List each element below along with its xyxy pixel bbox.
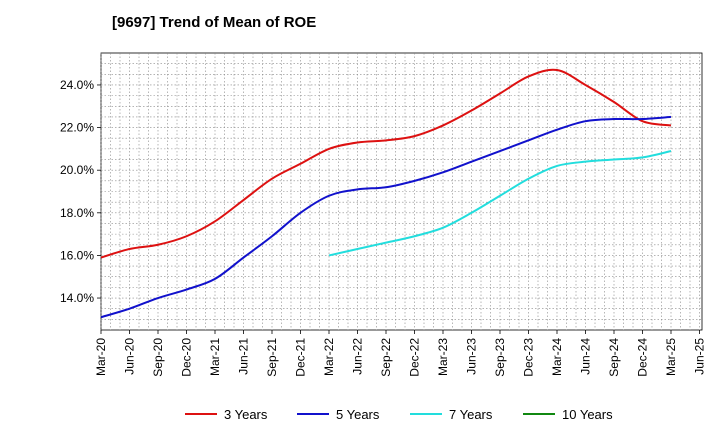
series-lines [100, 68, 672, 319]
x-tick-label: Sep-24 [607, 338, 621, 377]
x-tick-label: Mar-23 [436, 338, 450, 376]
x-tick-label: Jun-21 [237, 338, 251, 375]
y-tick-label: 14.0% [60, 291, 94, 305]
x-tick-label: Sep-20 [151, 338, 165, 377]
y-tick-label: 16.0% [60, 248, 94, 262]
x-axis-ticks: Mar-20 Jun-20 Sep-20 Dec-20 Mar-21 Jun-21 Sep-… [94, 330, 707, 377]
x-tick-label: Mar-22 [322, 338, 336, 376]
series-line-5-years [100, 115, 672, 319]
x-tick-label: Jun-22 [351, 338, 365, 375]
x-tick-label: Dec-21 [294, 338, 308, 377]
x-tick-label: Dec-20 [180, 338, 194, 377]
x-tick-label: Mar-25 [664, 338, 678, 376]
x-tick-label: Sep-21 [265, 338, 279, 377]
x-tick-label: Jun-25 [693, 338, 707, 375]
x-tick-label: Sep-23 [493, 338, 507, 377]
x-tick-label: Mar-21 [208, 338, 222, 376]
grid-lines [100, 53, 702, 330]
x-tick-label: Jun-23 [465, 338, 479, 375]
legend-label: 3 Years [224, 407, 268, 422]
series-line-7-years [328, 150, 672, 257]
legend-label: 7 Years [449, 407, 493, 422]
x-tick-label: Jun-24 [579, 338, 593, 375]
x-tick-label: Jun-20 [123, 338, 137, 375]
x-tick-label: Dec-22 [408, 338, 422, 377]
x-tick-label: Dec-24 [636, 338, 650, 377]
y-tick-label: 24.0% [60, 78, 94, 92]
y-tick-label: 18.0% [60, 206, 94, 220]
y-axis-ticks: 14.0% 16.0% 18.0% 20.0% 22.0% 24.0% [60, 78, 101, 305]
legend-label: 10 Years [562, 407, 613, 422]
chart-title: [9697] Trend of Mean of ROE [112, 14, 317, 31]
y-tick-label: 20.0% [60, 163, 94, 177]
x-tick-label: Dec-23 [522, 338, 536, 377]
x-tick-label: Sep-22 [379, 338, 393, 377]
legend: 3 Years 5 Years 7 Years 10 Years [185, 407, 613, 422]
y-tick-label: 22.0% [60, 121, 94, 135]
x-tick-label: Mar-24 [550, 338, 564, 376]
x-tick-label: Mar-20 [94, 338, 108, 376]
legend-label: 5 Years [336, 407, 380, 422]
series-line-3-years [100, 68, 672, 259]
